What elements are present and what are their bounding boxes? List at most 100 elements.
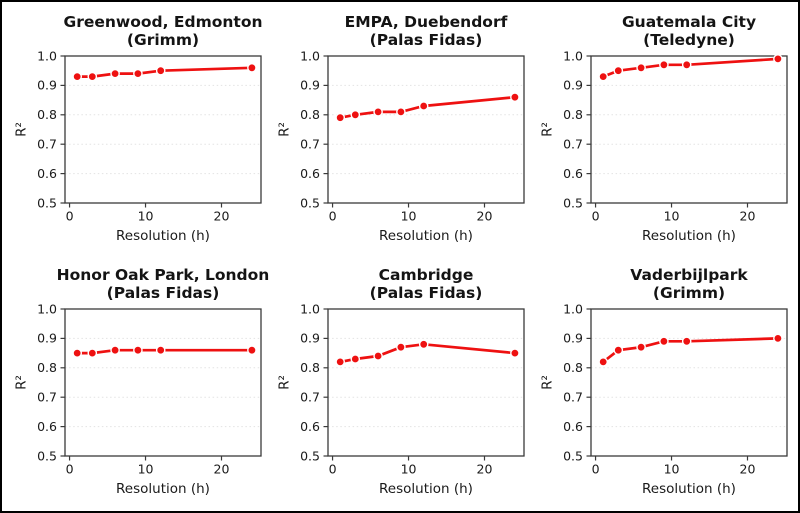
- data-point: [72, 348, 82, 358]
- data-point: [133, 345, 143, 355]
- y-tick-label: 0.9: [563, 78, 583, 93]
- chart-0: Greenwood, Edmonton(Grimm) 0.5 0.6 0.7 0.8 0.…: [14, 13, 263, 244]
- data-point: [335, 112, 345, 123]
- y-tick-label: 1.0: [563, 48, 583, 63]
- data-point: [133, 68, 143, 79]
- data-point: [418, 339, 429, 350]
- y-axis-label: R²: [14, 375, 30, 390]
- x-tick-label: 10: [138, 462, 154, 477]
- y-tick-label: 0.5: [37, 448, 57, 463]
- y-tick-label: 0.6: [300, 419, 320, 434]
- x-axis-label: Resolution (h): [116, 228, 210, 244]
- x-tick-label: 0: [592, 462, 600, 477]
- data-point: [155, 345, 166, 355]
- y-tick-label: 0.9: [563, 331, 583, 346]
- data-point: [350, 354, 361, 364]
- data-point: [613, 345, 624, 355]
- y-tick-label: 0.9: [37, 78, 57, 93]
- x-axis-label: Resolution (h): [379, 481, 473, 497]
- data-point: [373, 351, 383, 361]
- x-tick-label: 0: [592, 209, 600, 224]
- y-tick-label: 1.0: [37, 48, 57, 63]
- data-point: [418, 101, 429, 111]
- y-tick-label: 0.9: [300, 78, 320, 93]
- y-tick-label: 0.6: [563, 419, 583, 434]
- x-tick-label: 0: [66, 462, 74, 477]
- y-tick-label: 0.9: [300, 331, 320, 346]
- data-point: [773, 333, 783, 344]
- y-tick-label: 1.0: [300, 48, 320, 63]
- y-tick-label: 0.7: [37, 137, 57, 152]
- data-point: [659, 336, 669, 347]
- data-point: [636, 342, 646, 352]
- chart-subtitle: (Teledyne): [643, 31, 735, 49]
- data-point: [510, 92, 520, 102]
- chart-1: EMPA, Duebendorf(Palas Fidas) 0.5 0.6 0.7 0.…: [277, 13, 525, 244]
- chart-2: Guatemala City(Teledyne) 0.5 0.6 0.7 0.8 0.9 1…: [540, 13, 788, 244]
- data-point: [396, 107, 406, 117]
- x-axis-label: Resolution (h): [642, 228, 736, 244]
- data-point: [110, 68, 120, 79]
- data-point: [247, 63, 257, 73]
- chart-title: Greenwood, Edmonton: [63, 13, 262, 31]
- y-tick-label: 0.7: [563, 137, 583, 152]
- data-point: [510, 348, 520, 358]
- data-point: [373, 107, 383, 117]
- data-point: [72, 71, 82, 82]
- data-point: [335, 357, 345, 367]
- x-tick-label: 20: [740, 462, 756, 477]
- data-point: [681, 60, 692, 70]
- y-axis-label: R²: [14, 122, 30, 137]
- y-tick-label: 0.5: [300, 448, 320, 463]
- data-point: [87, 71, 98, 82]
- y-tick-label: 0.9: [37, 331, 57, 346]
- chart-3: Honor Oak Park, London(Palas Fidas) 0.5 0.…: [14, 266, 270, 497]
- chart-subtitle: (Grimm): [653, 284, 725, 302]
- data-point: [110, 345, 120, 355]
- x-tick-label: 20: [477, 209, 493, 224]
- plot-border: [64, 55, 262, 204]
- x-axis-label: Resolution (h): [116, 481, 210, 497]
- chart-title: Vaderbijlpark: [630, 266, 748, 284]
- data-point: [636, 63, 646, 73]
- x-tick-label: 0: [329, 462, 337, 477]
- x-tick-label: 20: [214, 209, 230, 224]
- plot-border: [327, 308, 525, 457]
- y-tick-label: 0.7: [563, 390, 583, 405]
- y-tick-label: 1.0: [563, 301, 583, 316]
- chart-subtitle: (Palas Fidas): [107, 284, 220, 302]
- x-tick-label: 0: [66, 209, 74, 224]
- x-axis-label: Resolution (h): [642, 481, 736, 497]
- y-tick-label: 0.5: [563, 195, 583, 210]
- chart-title: Honor Oak Park, London: [57, 266, 269, 284]
- plot-border: [590, 55, 788, 204]
- data-point: [773, 54, 783, 64]
- y-tick-label: 1.0: [37, 301, 57, 316]
- x-tick-label: 10: [138, 209, 154, 224]
- y-axis-label: R²: [540, 375, 556, 390]
- y-tick-label: 0.5: [37, 195, 57, 210]
- y-tick-label: 0.6: [563, 166, 583, 181]
- y-tick-label: 0.8: [563, 360, 583, 375]
- charts-grid: Greenwood, Edmonton (Grimm) 0.5 0.6 0.7 0.8 0.…: [7, 10, 798, 506]
- plot-border: [64, 308, 262, 457]
- chart-4: Cambridge(Palas Fidas) 0.5 0.6 0.7 0.8 0.9 1.0…: [277, 266, 525, 497]
- y-tick-label: 0.8: [300, 360, 320, 375]
- data-point: [350, 110, 361, 120]
- y-tick-label: 0.7: [300, 390, 320, 405]
- y-tick-label: 0.8: [300, 107, 320, 122]
- y-tick-label: 0.5: [300, 195, 320, 210]
- y-tick-label: 0.8: [563, 107, 583, 122]
- x-axis-label: Resolution (h): [379, 228, 473, 244]
- plot-border: [590, 308, 788, 457]
- y-tick-label: 0.7: [300, 137, 320, 152]
- data-point: [598, 357, 608, 367]
- data-line: [601, 57, 780, 78]
- data-point: [87, 348, 98, 358]
- data-point: [613, 65, 624, 76]
- chart-subtitle: (Palas Fidas): [370, 284, 483, 302]
- x-tick-label: 10: [401, 209, 417, 224]
- data-point: [598, 71, 608, 82]
- x-tick-label: 20: [477, 462, 493, 477]
